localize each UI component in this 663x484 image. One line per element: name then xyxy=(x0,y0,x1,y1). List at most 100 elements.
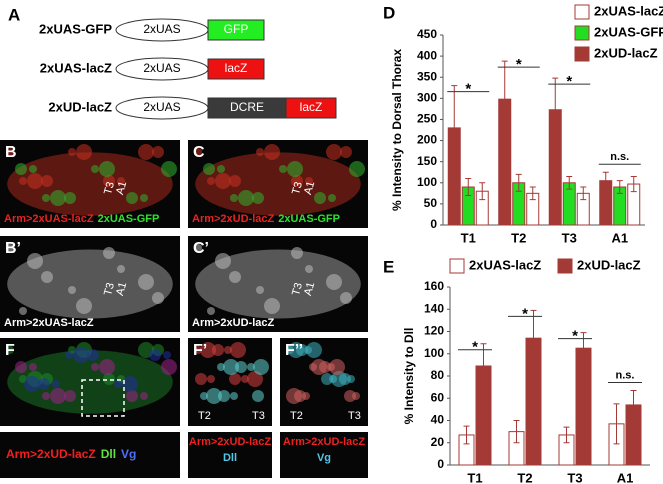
cell-cluster xyxy=(264,144,280,160)
y-tick-label: 160 xyxy=(424,279,444,293)
error-bar xyxy=(613,403,620,445)
panel-letter: C xyxy=(193,144,205,161)
cell-cluster xyxy=(296,344,308,356)
cell-cluster xyxy=(161,359,177,375)
cell-cluster xyxy=(329,359,345,375)
image-caption: Arm>2xUAS-lacZ xyxy=(4,213,94,225)
inset-box xyxy=(81,379,125,417)
y-tick-label: 350 xyxy=(417,69,437,83)
y-tick-label: 0 xyxy=(437,457,444,471)
caption-strip xyxy=(280,432,368,478)
significance-label: n.s. xyxy=(616,369,635,381)
caption-strip xyxy=(0,432,180,478)
image-caption: Arm>2xUD-lacZ xyxy=(189,436,272,448)
x-tick-label: T1 xyxy=(467,470,482,484)
cell-cluster xyxy=(340,146,352,158)
gene-box xyxy=(285,97,337,119)
cell-cluster xyxy=(314,192,326,204)
segment-mark: T2 xyxy=(198,410,211,422)
construct-name: 2xUAS-lacZ xyxy=(40,60,112,75)
cell-cluster xyxy=(27,253,43,269)
significance-label: n.s. xyxy=(610,151,629,163)
panel-letter: F’’ xyxy=(285,342,303,359)
cell-cluster xyxy=(207,307,215,315)
segment-mark: A1 xyxy=(114,180,129,196)
cell-cluster xyxy=(117,177,125,185)
cell-cluster xyxy=(215,253,231,269)
cell-cluster xyxy=(194,148,202,156)
cell-cluster xyxy=(287,161,303,177)
cell-cluster xyxy=(252,192,264,204)
cell-cluster xyxy=(161,161,177,177)
cell-cluster xyxy=(247,371,263,387)
construct-name: 2xUD-lacZ xyxy=(48,99,112,114)
y-tick-label: 150 xyxy=(417,154,437,168)
legend-label: 2xUAS-lacZ xyxy=(594,3,663,18)
y-tick-label: 80 xyxy=(431,368,445,382)
y-tick-label: 50 xyxy=(424,196,438,210)
cell-cluster xyxy=(294,390,306,402)
segment-mark: T3 xyxy=(102,282,117,298)
cell-cluster xyxy=(138,274,154,290)
error-bar xyxy=(513,420,520,444)
cell-cluster xyxy=(230,194,238,202)
promoter-label: 2xUAS xyxy=(143,61,180,75)
cell-cluster xyxy=(347,375,355,383)
y-tick-label: 300 xyxy=(417,91,437,105)
cell-cluster xyxy=(207,177,215,185)
gene-label: lacZ xyxy=(225,61,248,75)
cell-cluster xyxy=(122,376,138,392)
cell-cluster xyxy=(64,192,76,204)
cell-cluster xyxy=(264,298,280,314)
caption-strip xyxy=(188,432,272,478)
y-tick-label: 100 xyxy=(424,346,444,360)
segment-mark: T3 xyxy=(290,181,305,197)
image-caption: Arm>2xUD-lacZ xyxy=(192,317,275,329)
gene-box xyxy=(207,19,265,41)
y-tick-label: 450 xyxy=(417,27,437,41)
cell-cluster xyxy=(50,388,66,404)
cell-cluster xyxy=(114,380,122,388)
cell-cluster xyxy=(140,194,148,202)
cell-cluster xyxy=(126,390,138,402)
cell-cluster xyxy=(326,144,342,160)
significance-label: * xyxy=(566,73,572,90)
error-bar xyxy=(515,173,522,192)
segment-mark: A1 xyxy=(302,281,317,297)
cell-cluster xyxy=(279,165,287,173)
cell-cluster xyxy=(195,373,207,385)
cell-cluster xyxy=(306,342,322,358)
cell-cluster xyxy=(340,292,352,304)
cell-cluster xyxy=(15,361,27,373)
panel-letter: A xyxy=(8,5,20,24)
construct-name: 2xUAS-GFP xyxy=(39,21,112,36)
cell-cluster xyxy=(253,359,269,375)
cell-cluster xyxy=(229,175,241,187)
image-caption: Arm>2xUAS-lacZ xyxy=(4,317,94,329)
cell-cluster xyxy=(229,373,241,385)
cell-cluster xyxy=(64,390,76,402)
y-axis-label: % Intensity to Dll xyxy=(402,328,416,425)
cell-cluster xyxy=(194,244,202,252)
cell-cluster xyxy=(65,351,73,359)
error-bar xyxy=(552,77,559,142)
error-bar xyxy=(566,175,573,190)
cell-cluster xyxy=(126,192,138,204)
x-tick-label: A1 xyxy=(611,230,628,245)
legend-swatch xyxy=(574,46,590,62)
cell-cluster xyxy=(6,148,14,156)
cell-cluster xyxy=(6,244,14,252)
cell-cluster xyxy=(73,347,89,363)
x-tick-label: T2 xyxy=(517,470,532,484)
cell-cluster xyxy=(149,349,161,361)
y-tick-label: 140 xyxy=(424,301,444,315)
y-tick-label: 400 xyxy=(417,48,437,62)
gene-label: GFP xyxy=(224,22,249,36)
cell-cluster xyxy=(256,286,264,294)
cell-cluster xyxy=(302,392,310,400)
cell-cluster xyxy=(15,163,27,175)
image-caption: Arm>2xUD-lacZ xyxy=(6,447,96,461)
image-caption: Dll xyxy=(101,447,116,461)
x-tick-label: A1 xyxy=(617,470,634,484)
cell-cluster xyxy=(99,161,115,177)
